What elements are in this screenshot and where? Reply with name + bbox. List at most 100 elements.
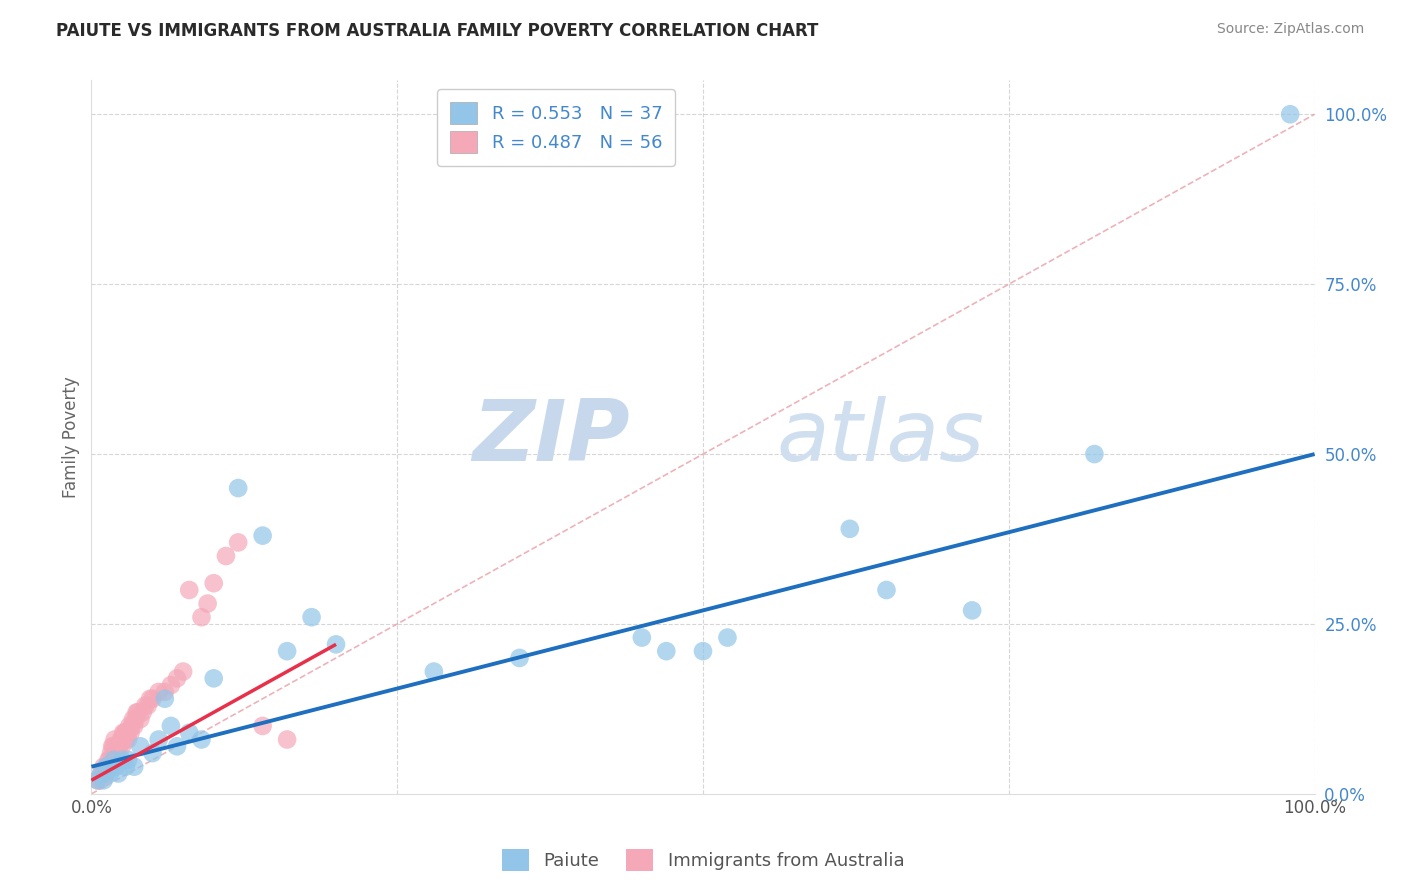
Text: Source: ZipAtlas.com: Source: ZipAtlas.com [1216, 22, 1364, 37]
Point [129, 712, 152, 726]
Point [86, 773, 108, 788]
Point [129, 739, 152, 754]
Text: PAIUTE VS IMMIGRANTS FROM AUSTRALIA FAMILY POVERTY CORRELATION CHART: PAIUTE VS IMMIGRANTS FROM AUSTRALIA FAMI… [56, 22, 818, 40]
Point [1279, 107, 1302, 121]
Point [98, 766, 121, 780]
Point [1083, 447, 1105, 461]
Point [132, 706, 155, 720]
Point [141, 746, 163, 760]
Point [960, 603, 983, 617]
Text: atlas: atlas [776, 395, 984, 479]
Legend: Paiute, Immigrants from Australia: Paiute, Immigrants from Australia [495, 842, 911, 879]
Point [127, 706, 149, 720]
Point [141, 691, 163, 706]
Point [166, 739, 188, 754]
Point [153, 691, 176, 706]
Point [122, 760, 145, 774]
Point [134, 698, 156, 713]
Point [276, 644, 298, 658]
Point [423, 665, 446, 679]
Point [114, 732, 136, 747]
Point [101, 739, 124, 754]
Point [122, 719, 145, 733]
Point [875, 582, 898, 597]
Point [301, 610, 323, 624]
Point [108, 739, 131, 754]
Point [179, 582, 201, 597]
Point [509, 651, 531, 665]
Point [114, 760, 136, 774]
Point [103, 753, 125, 767]
Point [139, 691, 162, 706]
Point [96, 760, 118, 774]
Point [94, 766, 117, 780]
Point [105, 746, 128, 760]
Point [86, 773, 108, 788]
Point [252, 528, 274, 542]
Point [153, 685, 176, 699]
Point [276, 732, 298, 747]
Point [148, 732, 170, 747]
Point [148, 685, 170, 699]
Point [110, 732, 132, 747]
Point [117, 725, 139, 739]
Point [104, 760, 127, 774]
Point [122, 712, 145, 726]
Point [94, 760, 117, 774]
Point [117, 753, 139, 767]
Point [716, 631, 738, 645]
Text: ZIP: ZIP [472, 395, 630, 479]
Point [90, 766, 112, 780]
Point [91, 766, 114, 780]
Point [118, 719, 141, 733]
Point [114, 725, 136, 739]
Point [202, 671, 225, 685]
Point [107, 766, 129, 780]
Point [197, 597, 219, 611]
Point [226, 481, 249, 495]
Point [100, 746, 122, 760]
Point [692, 644, 714, 658]
Point [631, 631, 654, 645]
Point [166, 671, 188, 685]
Point [112, 725, 135, 739]
Point [93, 766, 115, 780]
Point [111, 739, 134, 754]
Point [252, 719, 274, 733]
Point [104, 746, 127, 760]
Point [104, 732, 127, 747]
Point [125, 706, 148, 720]
Point [172, 665, 194, 679]
Point [98, 753, 121, 767]
Point [160, 678, 183, 692]
Point [103, 739, 125, 754]
Point [98, 760, 121, 774]
Y-axis label: Family Poverty: Family Poverty [62, 376, 80, 498]
Point [107, 739, 129, 754]
Point [124, 712, 146, 726]
Point [112, 725, 135, 739]
Point [93, 773, 115, 788]
Point [97, 753, 120, 767]
Point [190, 732, 212, 747]
Point [93, 760, 115, 774]
Point [136, 698, 159, 713]
Point [226, 535, 249, 549]
Point [325, 637, 347, 651]
Point [104, 753, 127, 767]
Point [89, 773, 111, 788]
Point [117, 732, 139, 747]
Point [215, 549, 238, 563]
Point [160, 719, 183, 733]
Point [179, 725, 201, 739]
Point [655, 644, 678, 658]
Point [120, 725, 142, 739]
Point [111, 753, 134, 767]
Point [111, 732, 134, 747]
Point [838, 522, 860, 536]
Legend: R = 0.553   N = 37, R = 0.487   N = 56: R = 0.553 N = 37, R = 0.487 N = 56 [437, 89, 675, 166]
Point [190, 610, 212, 624]
Point [90, 766, 112, 780]
Point [121, 719, 143, 733]
Point [202, 576, 225, 591]
